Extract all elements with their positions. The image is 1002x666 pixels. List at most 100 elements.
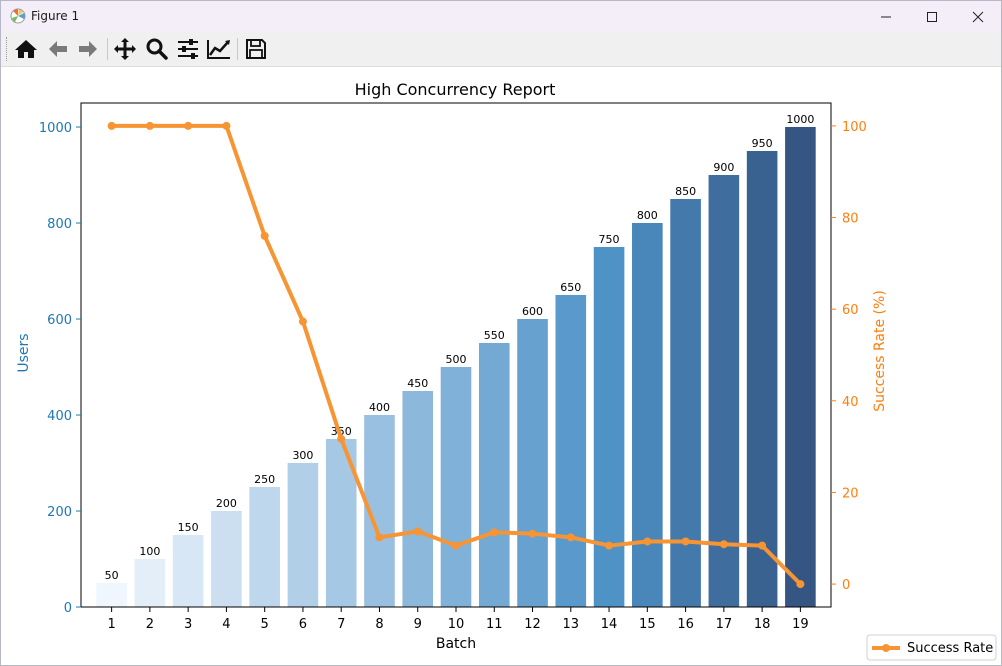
x-tick-label: 11 <box>486 617 503 632</box>
success-rate-point <box>107 121 116 130</box>
floppy-disk-icon <box>246 39 266 59</box>
bar <box>593 247 625 607</box>
x-tick-label: 6 <box>299 617 307 632</box>
magnifier-icon <box>146 38 168 60</box>
y-tick-label: 600 <box>47 313 72 328</box>
x-tick-label: 19 <box>792 617 809 632</box>
window-title: Figure 1 <box>31 9 80 23</box>
zoom-button[interactable] <box>143 36 171 62</box>
x-tick-label: 14 <box>601 617 618 632</box>
legend-marker-swatch <box>882 644 890 652</box>
success-rate-point <box>413 527 422 536</box>
success-rate-point <box>184 121 193 130</box>
configure-subplots-button[interactable] <box>174 36 202 62</box>
x-tick-label: 12 <box>524 617 541 632</box>
back-button[interactable] <box>44 36 72 62</box>
close-icon <box>972 11 984 22</box>
y2-tick-label: 100 <box>842 120 867 135</box>
x-tick-label: 9 <box>414 617 422 632</box>
bar-value-label: 400 <box>369 401 390 414</box>
success-rate-point <box>758 541 767 550</box>
bar-value-label: 1000 <box>786 113 814 126</box>
success-rate-point <box>719 540 728 549</box>
minimize-icon <box>881 16 891 17</box>
x-tick-label: 2 <box>146 617 154 632</box>
bar <box>746 151 778 607</box>
y2-axis-label: Success Rate (%) <box>872 290 888 412</box>
x-tick-label: 4 <box>222 617 230 632</box>
success-rate-point <box>528 529 537 538</box>
title-bar[interactable]: Figure 1 <box>1 1 1001 32</box>
bar-value-label: 300 <box>292 449 313 462</box>
x-tick-label: 7 <box>337 617 345 632</box>
success-rate-point <box>260 231 269 240</box>
x-tick-label: 17 <box>716 617 733 632</box>
close-button[interactable] <box>955 1 1001 32</box>
y2-tick-label: 0 <box>842 578 850 593</box>
navigation-toolbar <box>1 32 1001 67</box>
pan-button[interactable] <box>111 36 139 62</box>
x-tick-label: 16 <box>677 617 694 632</box>
forward-button[interactable] <box>74 36 102 62</box>
toolbar-grip[interactable] <box>6 37 9 61</box>
x-axis: 1 2 3 4 5 6 7 8 9 10 11 12 13 14 15 16 17 18 19 <box>107 607 809 632</box>
y2-tick-label: 20 <box>842 486 859 501</box>
bar <box>402 391 434 607</box>
toolbar-separator <box>107 38 108 60</box>
success-rate-point <box>452 541 460 550</box>
bar-value-label: 650 <box>560 281 581 294</box>
arrow-left-icon <box>49 41 67 57</box>
home-button[interactable] <box>12 36 40 62</box>
y-axis-right: 0 20 40 60 80 100 <box>831 120 867 593</box>
success-rate-point <box>222 121 231 130</box>
minimize-button[interactable] <box>863 1 909 32</box>
bar <box>96 583 127 607</box>
success-rate-point <box>796 580 805 589</box>
edit-axes-button[interactable] <box>205 36 233 62</box>
y-axis-left: 0 200 400 600 800 1000 <box>39 121 81 616</box>
y2-tick-label: 40 <box>842 395 859 410</box>
y-tick-label: 800 <box>47 217 72 232</box>
bar <box>478 343 510 607</box>
home-icon <box>15 40 37 58</box>
bar-value-label: 500 <box>446 353 467 366</box>
success-rate-series <box>107 121 805 589</box>
y2-tick-label: 80 <box>842 212 859 227</box>
bar-value-label: 550 <box>484 329 505 342</box>
bar-value-label: 950 <box>752 137 773 150</box>
bar <box>287 463 319 607</box>
chart-title: High Concurrency Report <box>355 80 556 99</box>
bar-value-label: 100 <box>139 545 160 558</box>
legend[interactable]: Success Rate <box>866 634 997 661</box>
bar <box>172 535 204 607</box>
success-rate-point <box>145 121 154 130</box>
legend-entry-label: Success Rate <box>907 641 993 656</box>
success-rate-point <box>643 537 652 546</box>
success-rate-point <box>681 537 690 546</box>
x-tick-label: 8 <box>375 617 383 632</box>
bar-value-label: 600 <box>522 305 543 318</box>
success-rate-point <box>337 434 346 443</box>
y-tick-label: 200 <box>47 505 72 520</box>
bar <box>670 199 701 607</box>
bar-value-label: 450 <box>407 377 428 390</box>
success-rate-point <box>605 541 614 550</box>
bar-value-label: 750 <box>599 233 620 246</box>
y2-tick-label: 60 <box>842 303 859 318</box>
bar <box>708 175 740 607</box>
chart-canvas[interactable]: High Concurrency Report 5010015020025030… <box>1 66 1001 664</box>
maximize-button[interactable] <box>909 1 955 32</box>
success-rate-point <box>566 533 575 542</box>
bar <box>440 367 472 607</box>
move-icon <box>114 38 136 60</box>
x-tick-label: 18 <box>754 617 771 632</box>
bar-value-label: 50 <box>105 569 119 582</box>
line-chart-icon <box>207 40 230 59</box>
save-button[interactable] <box>242 36 270 62</box>
x-tick-label: 10 <box>448 617 465 632</box>
bar <box>555 295 587 607</box>
toolbar-separator <box>237 38 238 60</box>
x-tick-label: 5 <box>261 617 269 632</box>
x-tick-label: 3 <box>184 617 192 632</box>
